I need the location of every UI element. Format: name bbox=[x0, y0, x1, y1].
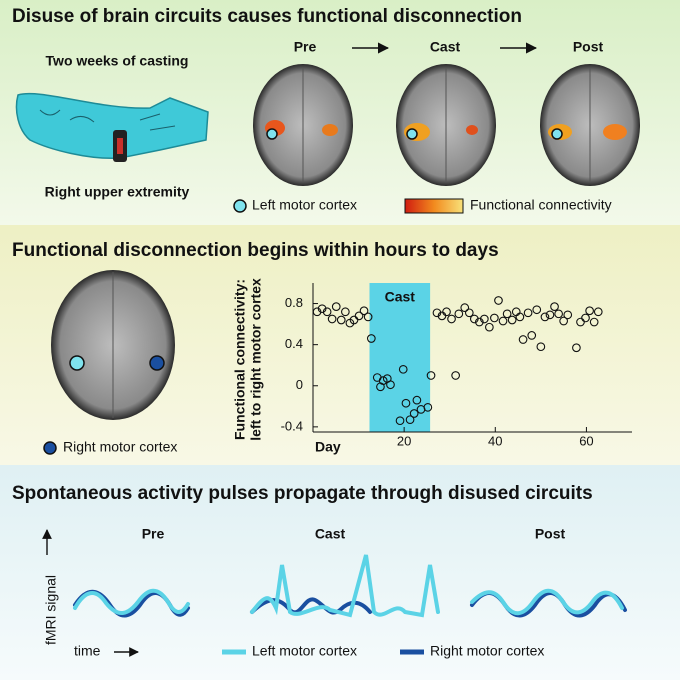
x-axis-label: Day bbox=[315, 439, 341, 455]
data-point bbox=[451, 371, 460, 380]
limb-label: Right upper extremity bbox=[45, 184, 190, 200]
data-point bbox=[507, 315, 517, 325]
scatter-plot: Cast -0.4 0 0.4 0.8 20 40 60 Day Functional conne… bbox=[232, 278, 632, 455]
data-point bbox=[536, 342, 546, 352]
cast-label: Two weeks of casting bbox=[46, 53, 189, 69]
panel-title: Functional disconnection begins within h… bbox=[12, 240, 499, 261]
stage-label: Cast bbox=[430, 39, 461, 55]
data-point bbox=[312, 307, 322, 317]
x-tick-label: 60 bbox=[579, 433, 593, 448]
data-point bbox=[498, 316, 508, 326]
cast-illustration bbox=[15, 92, 209, 162]
legend-label: Functional connectivity bbox=[470, 197, 612, 213]
panel-title: Spontaneous activity pulses propagate th… bbox=[12, 483, 593, 504]
cast-period bbox=[369, 283, 431, 432]
brain-scan bbox=[51, 270, 175, 420]
y-axis-label: Functional connectivity: bbox=[232, 279, 248, 440]
data-point bbox=[409, 409, 419, 418]
data-point bbox=[485, 322, 494, 332]
data-point bbox=[589, 317, 599, 327]
stage-label: Cast bbox=[315, 526, 346, 542]
data-point bbox=[550, 302, 559, 311]
data-point bbox=[532, 305, 542, 315]
data-point bbox=[460, 303, 470, 313]
data-point bbox=[378, 376, 388, 385]
data-point bbox=[502, 309, 512, 319]
stage-label: Pre bbox=[294, 39, 317, 55]
data-point bbox=[527, 331, 537, 340]
data-point bbox=[447, 314, 456, 324]
legend-swatch bbox=[404, 198, 464, 214]
data-point bbox=[454, 309, 464, 319]
legend-label: Left motor cortex bbox=[252, 643, 357, 659]
data-point bbox=[518, 335, 528, 344]
y-axis-label: fMRI signal bbox=[43, 575, 59, 645]
data-point bbox=[322, 307, 332, 317]
cast-period-label: Cast bbox=[385, 289, 416, 305]
legend-label: Right motor cortex bbox=[430, 643, 544, 659]
data-point bbox=[545, 310, 555, 320]
legend-label: Right motor cortex bbox=[63, 439, 177, 455]
data-point bbox=[366, 334, 376, 343]
brain-scans bbox=[253, 64, 640, 186]
data-point bbox=[401, 398, 411, 408]
x-axis-label: time bbox=[74, 643, 101, 659]
stage-label: Pre bbox=[142, 526, 165, 542]
x-tick-label: 40 bbox=[488, 433, 502, 448]
data-point bbox=[494, 296, 503, 305]
data-point bbox=[331, 302, 341, 311]
data-point bbox=[423, 402, 433, 412]
stage-label: Post bbox=[535, 526, 566, 542]
data-point bbox=[336, 315, 346, 325]
data-point bbox=[354, 311, 364, 321]
legend-label: Left motor cortex bbox=[252, 197, 357, 213]
panel-background bbox=[0, 465, 680, 680]
data-point bbox=[317, 304, 327, 314]
data-point bbox=[581, 313, 590, 323]
y-tick-label: 0.4 bbox=[285, 336, 303, 351]
data-point bbox=[572, 343, 581, 353]
y-tick-label: -0.4 bbox=[281, 418, 303, 433]
y-tick-label: 0.8 bbox=[285, 295, 303, 310]
y-axis-label: left to right motor cortex bbox=[248, 278, 264, 441]
data-point bbox=[490, 313, 499, 323]
data-point bbox=[412, 395, 422, 405]
data-point bbox=[395, 416, 405, 426]
data-point bbox=[559, 316, 568, 326]
data-point bbox=[386, 380, 395, 390]
data-point bbox=[442, 307, 451, 317]
legend-swatch bbox=[233, 199, 247, 213]
data-point bbox=[405, 415, 415, 425]
data-point bbox=[432, 308, 442, 318]
x-tick-label: 20 bbox=[397, 433, 411, 448]
data-point bbox=[593, 307, 603, 317]
data-point bbox=[554, 309, 563, 319]
data-point bbox=[479, 314, 489, 324]
data-point bbox=[359, 306, 369, 316]
data-point bbox=[469, 314, 479, 324]
data-point bbox=[585, 306, 594, 316]
data-point bbox=[464, 308, 474, 318]
data-point bbox=[363, 312, 373, 322]
panel-title: Disuse of brain circuits causes function… bbox=[12, 6, 522, 27]
data-point bbox=[327, 314, 337, 324]
data-point bbox=[563, 310, 573, 320]
data-point bbox=[341, 307, 350, 317]
data-point bbox=[523, 308, 533, 318]
data-point bbox=[398, 364, 408, 374]
legend-swatch bbox=[43, 441, 57, 455]
y-tick-label: 0 bbox=[296, 377, 303, 392]
waveforms bbox=[73, 554, 627, 618]
data-point bbox=[426, 371, 436, 380]
stage-label: Post bbox=[573, 39, 604, 55]
data-point bbox=[515, 312, 525, 322]
data-point bbox=[540, 312, 550, 322]
data-point bbox=[474, 317, 484, 327]
